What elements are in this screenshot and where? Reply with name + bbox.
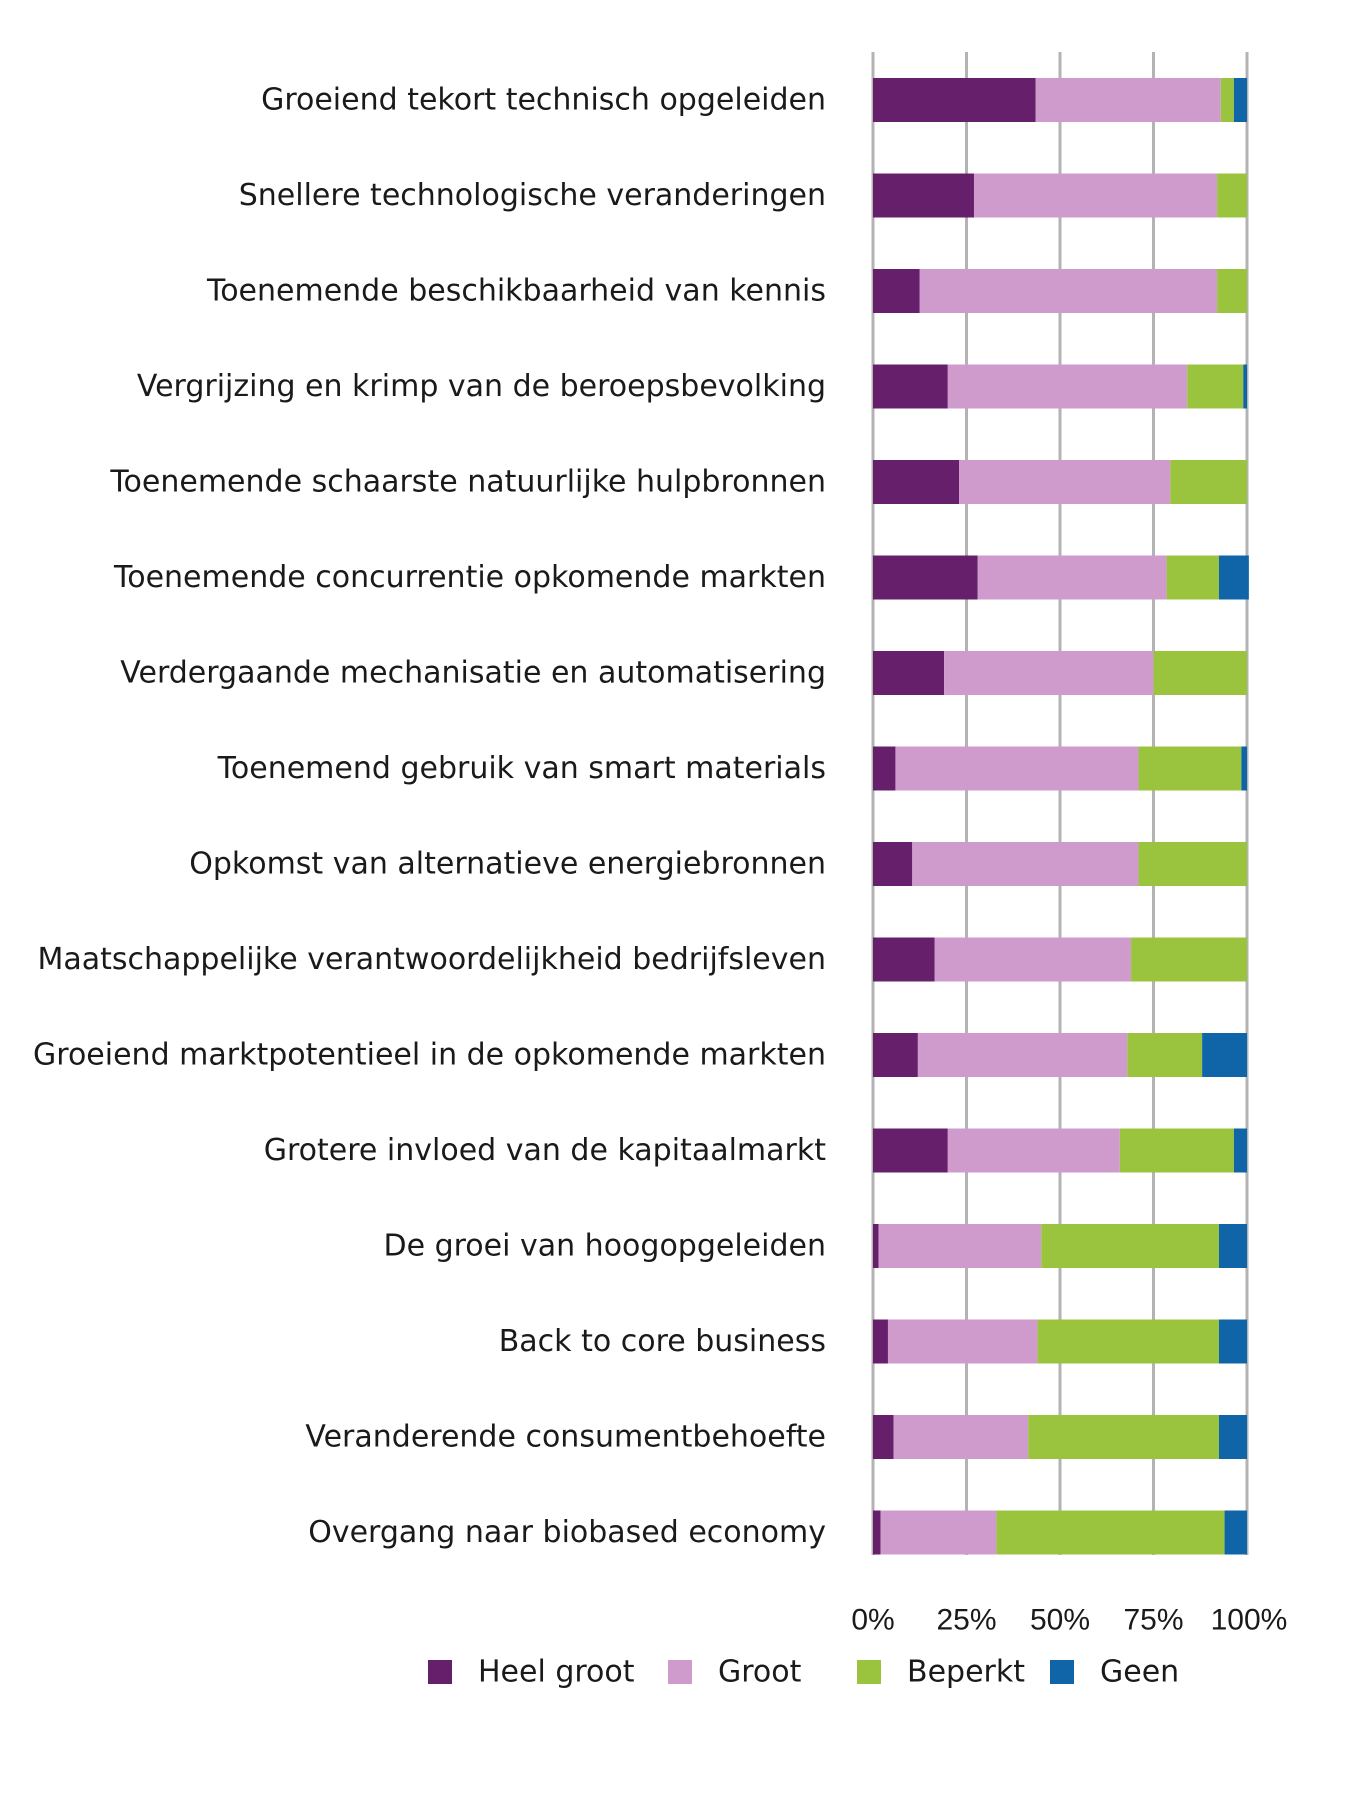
bar-segment-beperkt <box>1138 746 1242 791</box>
bar-segment-geen <box>1233 1128 1247 1173</box>
bar-segment-groot <box>934 937 1132 982</box>
bar-segment-groot <box>919 269 1218 313</box>
category-label: Toenemende schaarste natuurlijke hulpbro… <box>109 465 826 500</box>
bar-segment-heel-groot <box>873 842 913 886</box>
bar-segment-heel-groot <box>873 937 935 982</box>
category-label: Vergrijzing en krimp van de beroepsbevol… <box>137 369 826 404</box>
bar-segment-heel-groot <box>873 1415 894 1459</box>
bar-segment-geen <box>1233 78 1247 122</box>
bar-segment-heel-groot <box>873 269 920 313</box>
bar-segment-groot <box>944 651 1154 695</box>
category-label: Maatschappelijke verantwoordelijkheid be… <box>37 942 826 977</box>
bar-segment-heel-groot <box>873 173 974 218</box>
legend-label: Beperkt <box>907 1655 1025 1690</box>
bar-segment-groot <box>878 1224 1042 1268</box>
bar-segment-heel-groot <box>873 1128 948 1173</box>
legend-swatch <box>857 1660 881 1684</box>
bar-segment-groot <box>895 746 1139 791</box>
bar-segment-heel-groot <box>873 651 945 695</box>
category-label: Opkomst van alternatieve energiebronnen <box>189 847 826 882</box>
bar-segment-beperkt <box>1041 1224 1219 1268</box>
bar-segment-geen <box>1218 1319 1247 1364</box>
bar-segment-groot <box>959 460 1171 504</box>
bar-segment-groot <box>917 1033 1128 1077</box>
bar-segment-beperkt <box>1220 78 1234 122</box>
bar-segment-heel-groot <box>873 78 1036 122</box>
bar-segment-beperkt <box>1127 1033 1203 1077</box>
bar-segment-beperkt <box>1153 651 1247 695</box>
bar-segment-beperkt <box>1138 842 1247 886</box>
legend-label: Heel groot <box>478 1655 635 1690</box>
bar-segment-groot <box>947 364 1188 409</box>
x-tick-label: 0% <box>851 1604 894 1637</box>
bar-segment-beperkt <box>1217 269 1247 313</box>
bar-segment-heel-groot <box>873 364 948 409</box>
bar-segment-beperkt <box>1217 173 1247 218</box>
bar-segment-beperkt <box>1037 1319 1219 1364</box>
category-label: Back to core business <box>499 1324 826 1359</box>
category-label: Grotere invloed van de kapitaalmarkt <box>264 1133 827 1168</box>
bar-segment-geen <box>1241 746 1247 791</box>
bar-segment-geen <box>1218 1415 1247 1459</box>
bar-segment-heel-groot <box>873 1319 888 1364</box>
bar-segment-groot <box>887 1319 1038 1364</box>
bar-segment-groot <box>973 173 1218 218</box>
legend-swatch <box>1050 1660 1074 1684</box>
category-label: Toenemend gebruik van smart materials <box>217 751 826 786</box>
bar-segment-groot <box>880 1510 997 1555</box>
legend-label: Groot <box>718 1655 802 1690</box>
bar-segment-beperkt <box>1187 364 1244 409</box>
category-label: Groeiend tekort technisch opgeleiden <box>261 83 826 118</box>
bar-segment-groot <box>1035 78 1221 122</box>
bar-segment-beperkt <box>1119 1128 1234 1173</box>
legend: Heel groot Groot Beperkt Geen <box>428 1655 1179 1690</box>
legend-swatch <box>428 1660 452 1684</box>
bar-segment-heel-groot <box>873 555 978 600</box>
category-label: Groeiend marktpotentieel in de opkomende… <box>33 1038 826 1073</box>
bar-segment-geen <box>1218 555 1249 600</box>
bar-segment-groot <box>912 842 1139 886</box>
bar-segment-heel-groot <box>873 1224 879 1268</box>
category-label: Veranderende consumentbehoefte <box>305 1420 826 1455</box>
bar-segment-heel-groot <box>873 1033 918 1077</box>
bar-segment-heel-groot <box>873 746 896 791</box>
category-label: Verdergaande mechanisatie en automatiser… <box>120 656 826 691</box>
bar-segment-beperkt <box>1170 460 1247 504</box>
bars <box>873 78 1249 1555</box>
bar-segment-geen <box>1218 1224 1247 1268</box>
bar-segment-heel-groot <box>873 1510 881 1555</box>
category-label: Overgang naar biobased economy <box>308 1515 826 1550</box>
category-label: Toenemende concurrentie opkomende markte… <box>113 560 826 595</box>
category-label: De groei van hoogopgeleiden <box>384 1229 827 1264</box>
x-tick-labels: 0% 25% 50% 75% 100% <box>851 1604 1287 1637</box>
x-tick-label: 75% <box>1123 1604 1183 1637</box>
legend-label: Geen <box>1100 1655 1179 1690</box>
category-label: Snellere technologische veranderingen <box>239 178 826 213</box>
bar-segment-beperkt <box>996 1510 1225 1555</box>
x-tick-label: 25% <box>936 1604 996 1637</box>
bar-segment-geen <box>1243 364 1247 409</box>
bar-segment-groot <box>947 1128 1120 1173</box>
x-tick-label: 50% <box>1030 1604 1090 1637</box>
bar-segment-heel-groot <box>873 460 960 504</box>
bar-segment-groot <box>977 555 1167 600</box>
category-label: Toenemende beschikbaarheid van kennis <box>206 274 826 309</box>
bar-segment-groot <box>893 1415 1029 1459</box>
bar-segment-beperkt <box>1028 1415 1219 1459</box>
bar-segment-beperkt <box>1166 555 1219 600</box>
category-labels: Groeiend tekort technisch opgeleiden Snel… <box>33 83 826 1551</box>
legend-swatch <box>668 1660 692 1684</box>
bar-segment-geen <box>1202 1033 1247 1077</box>
bar-segment-beperkt <box>1131 937 1247 982</box>
bar-segment-geen <box>1224 1510 1247 1555</box>
x-tick-label: 100% <box>1211 1604 1288 1637</box>
